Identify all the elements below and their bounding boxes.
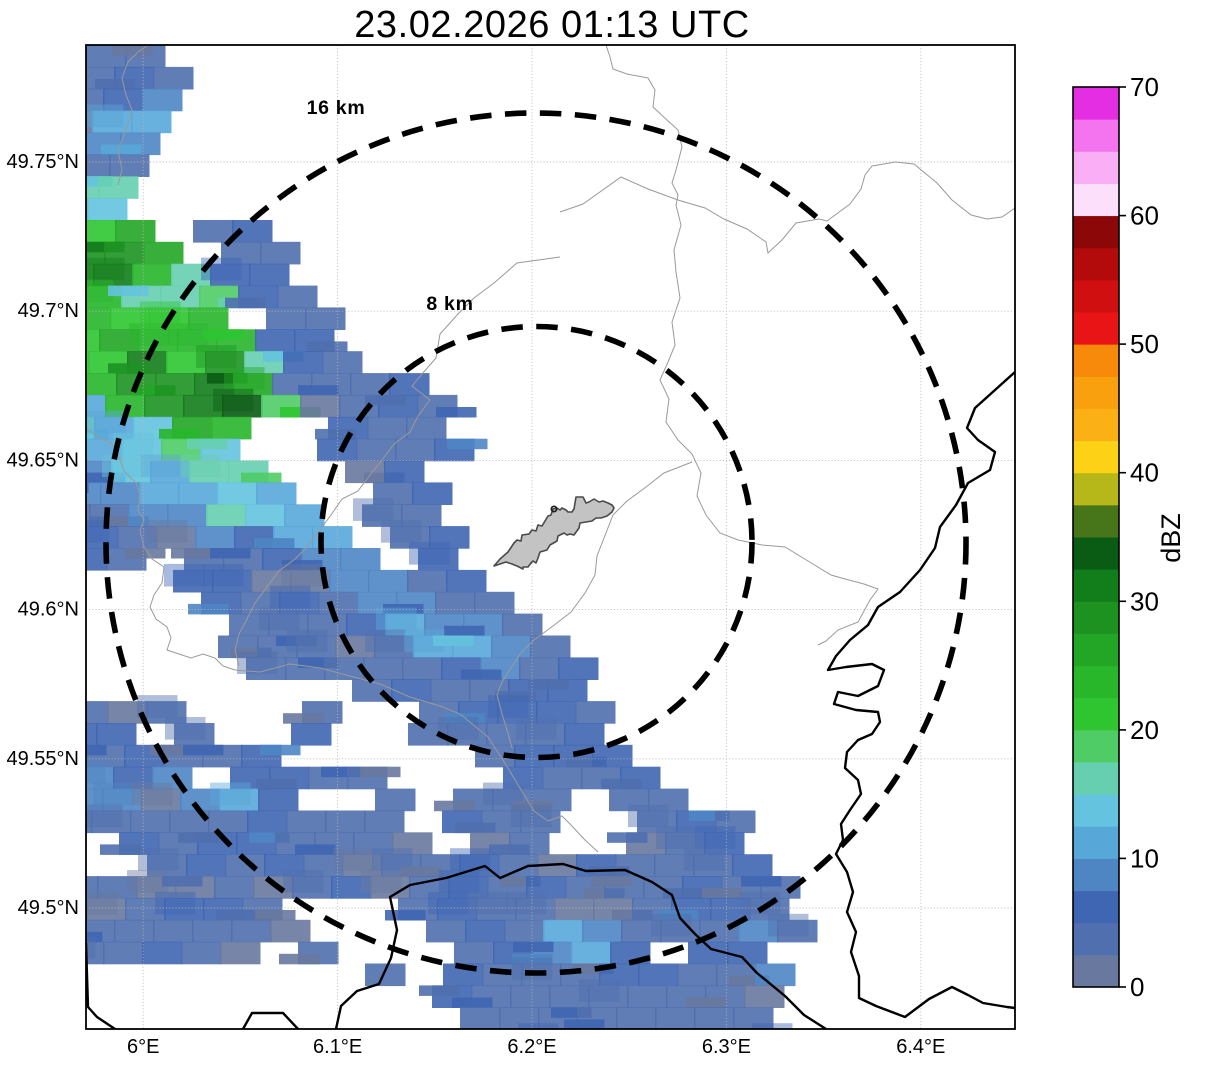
svg-text:40: 40 bbox=[1130, 458, 1159, 488]
svg-text:8 km: 8 km bbox=[426, 293, 473, 315]
svg-text:49.6°N: 49.6°N bbox=[18, 599, 79, 621]
svg-text:0: 0 bbox=[1130, 972, 1144, 1002]
svg-text:10: 10 bbox=[1130, 843, 1159, 873]
svg-text:16 km: 16 km bbox=[307, 97, 366, 119]
svg-text:6.4°E: 6.4°E bbox=[896, 1036, 945, 1058]
svg-text:49.65°N: 49.65°N bbox=[7, 449, 80, 471]
svg-text:50: 50 bbox=[1130, 329, 1159, 359]
svg-text:6°E: 6°E bbox=[127, 1036, 159, 1058]
svg-text:30: 30 bbox=[1130, 586, 1159, 616]
svg-text:6.3°E: 6.3°E bbox=[702, 1036, 751, 1058]
svg-text:70: 70 bbox=[1130, 72, 1159, 102]
svg-text:6.2°E: 6.2°E bbox=[507, 1036, 556, 1058]
svg-text:49.7°N: 49.7°N bbox=[18, 300, 79, 322]
svg-text:dBZ: dBZ bbox=[1156, 513, 1186, 563]
svg-text:20: 20 bbox=[1130, 715, 1159, 745]
svg-text:23.02.2026 01:13 UTC: 23.02.2026 01:13 UTC bbox=[354, 4, 750, 46]
svg-text:49.5°N: 49.5°N bbox=[18, 897, 79, 919]
svg-text:49.75°N: 49.75°N bbox=[7, 151, 80, 173]
svg-text:6.1°E: 6.1°E bbox=[313, 1036, 362, 1058]
svg-text:60: 60 bbox=[1130, 201, 1159, 231]
svg-text:49.55°N: 49.55°N bbox=[7, 748, 80, 770]
